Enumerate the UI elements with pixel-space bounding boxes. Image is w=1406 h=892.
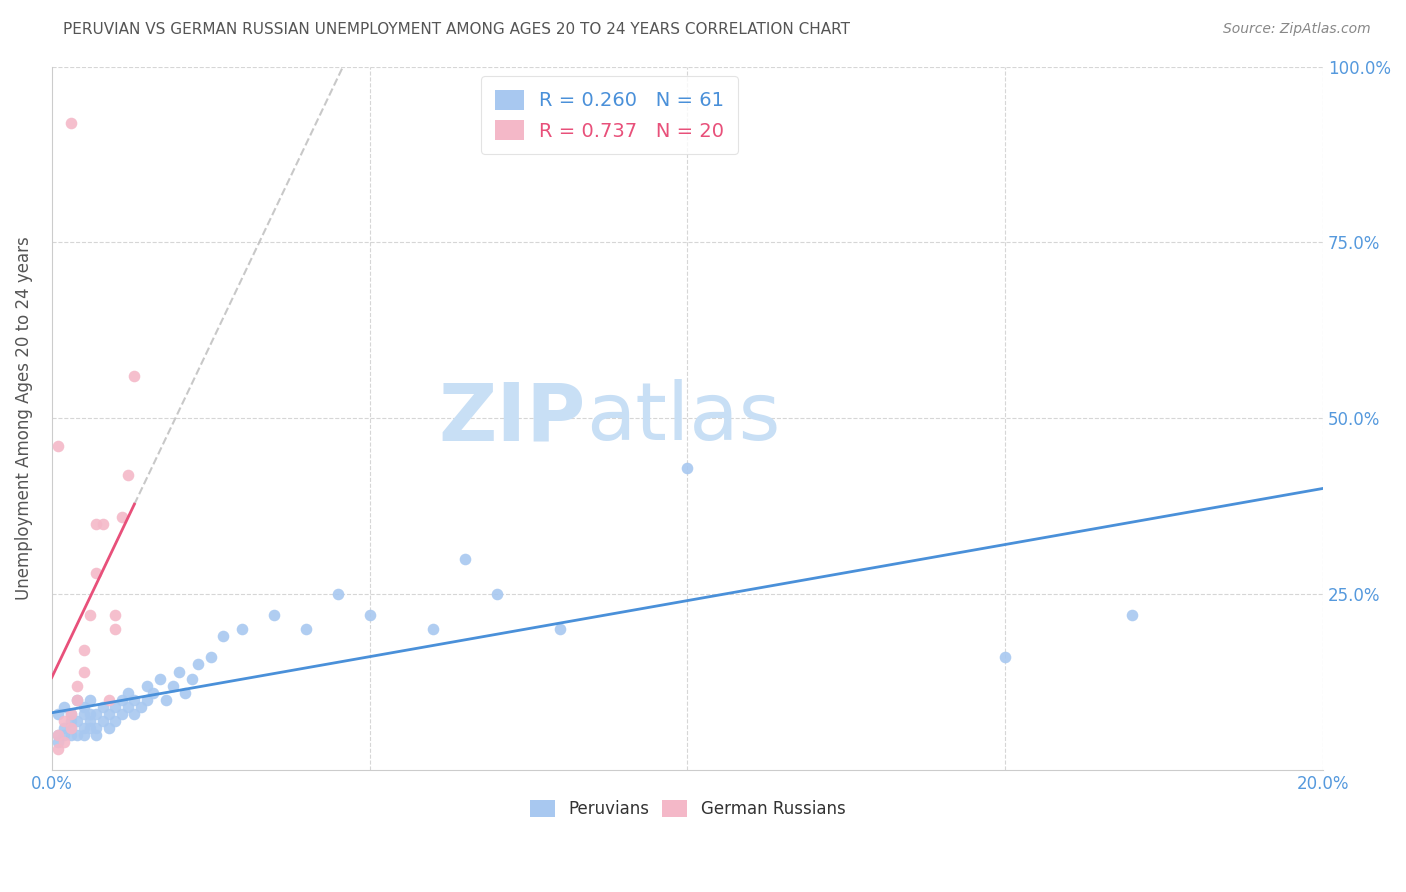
Point [72, 728, 94, 742]
Point [136, 692, 159, 706]
Point [422, 623, 444, 637]
Point [46, 735, 69, 749]
Point [79, 714, 101, 728]
Point [550, 623, 572, 637]
Point [263, 608, 285, 623]
Point [59, 706, 82, 721]
Point [676, 460, 699, 475]
Point [117, 685, 139, 699]
Point [111, 509, 134, 524]
Point [84, 516, 107, 531]
Point [91, 516, 114, 531]
Point [91, 714, 114, 728]
Point [66, 714, 89, 728]
Point [149, 672, 172, 686]
Point [326, 587, 349, 601]
Point [79, 706, 101, 721]
Text: Source: ZipAtlas.com: Source: ZipAtlas.com [1223, 22, 1371, 37]
Point [53, 721, 76, 735]
Point [84, 721, 107, 735]
Point [46, 728, 69, 742]
Point [84, 706, 107, 721]
Point [142, 685, 165, 699]
Point [359, 608, 381, 623]
Point [124, 692, 146, 706]
Point [59, 714, 82, 728]
Point [124, 369, 146, 384]
Point [104, 608, 127, 623]
Point [66, 692, 89, 706]
Point [46, 706, 69, 721]
Point [66, 728, 89, 742]
Point [155, 692, 177, 706]
Point [104, 714, 127, 728]
Point [53, 728, 76, 742]
Point [66, 679, 89, 693]
Point [117, 467, 139, 482]
Text: PERUVIAN VS GERMAN RUSSIAN UNEMPLOYMENT AMONG AGES 20 TO 24 YEARS CORRELATION CH: PERUVIAN VS GERMAN RUSSIAN UNEMPLOYMENT … [63, 22, 851, 37]
Point [454, 552, 477, 566]
Point [187, 657, 209, 672]
Point [136, 679, 159, 693]
Point [994, 650, 1017, 665]
Text: ZIP: ZIP [439, 379, 586, 458]
Point [59, 721, 82, 735]
Point [53, 735, 76, 749]
Point [295, 623, 318, 637]
Point [212, 629, 235, 643]
Point [200, 650, 222, 665]
Point [97, 706, 120, 721]
Point [59, 721, 82, 735]
Point [1121, 608, 1143, 623]
Point [162, 679, 184, 693]
Point [485, 587, 508, 601]
Point [72, 706, 94, 721]
Point [79, 692, 101, 706]
Point [59, 728, 82, 742]
Point [46, 439, 69, 453]
Text: atlas: atlas [586, 379, 780, 458]
Legend: Peruvians, German Russians: Peruvians, German Russians [523, 794, 852, 825]
Point [84, 728, 107, 742]
Point [59, 116, 82, 130]
Point [111, 692, 134, 706]
Point [111, 706, 134, 721]
Point [53, 699, 76, 714]
Point [104, 623, 127, 637]
Point [79, 608, 101, 623]
Point [53, 714, 76, 728]
Point [59, 706, 82, 721]
Point [84, 566, 107, 580]
Y-axis label: Unemployment Among Ages 20 to 24 years: Unemployment Among Ages 20 to 24 years [15, 236, 32, 600]
Point [231, 623, 253, 637]
Point [72, 699, 94, 714]
Point [174, 685, 197, 699]
Point [97, 721, 120, 735]
Point [72, 665, 94, 679]
Point [117, 699, 139, 714]
Point [72, 721, 94, 735]
Point [167, 665, 190, 679]
Point [72, 643, 94, 657]
Point [66, 692, 89, 706]
Point [79, 721, 101, 735]
Point [91, 699, 114, 714]
Point [46, 742, 69, 756]
Point [129, 699, 152, 714]
Point [97, 692, 120, 706]
Point [104, 699, 127, 714]
Point [124, 706, 146, 721]
Point [180, 672, 202, 686]
Point [46, 728, 69, 742]
